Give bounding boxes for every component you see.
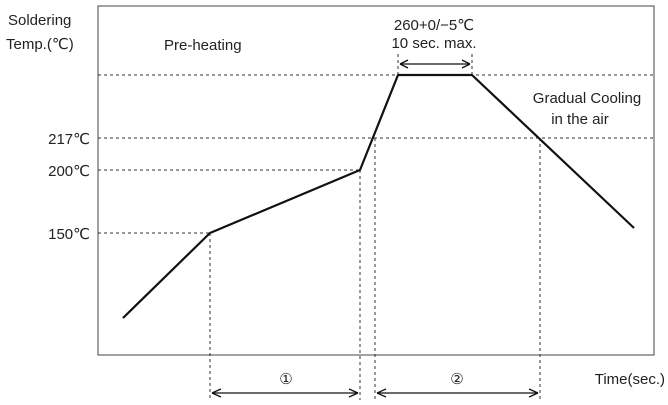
preheating-label: Pre-heating bbox=[164, 37, 242, 54]
plot-frame bbox=[97, 5, 655, 356]
interval-1-arrow-heads bbox=[211, 388, 359, 398]
interval-2-label: ② bbox=[450, 371, 463, 388]
x-axis-label: Time(sec.) bbox=[595, 371, 665, 388]
y-axis-label-line1: Soldering bbox=[8, 12, 71, 29]
interval-2-arrow-heads bbox=[376, 388, 539, 398]
peak-temp-label: 260+0/−5℃ bbox=[394, 17, 474, 34]
y-axis-label-line2: Temp.(℃) bbox=[6, 36, 74, 53]
temp-label-200: 200℃ bbox=[48, 163, 90, 180]
cooling-label-line2: in the air bbox=[551, 111, 609, 128]
peak-duration-label: 10 sec. max. bbox=[391, 35, 476, 52]
temp-label-150: 150℃ bbox=[48, 226, 90, 243]
cooling-label-line1: Gradual Cooling bbox=[533, 90, 641, 107]
interval-1-label: ① bbox=[279, 371, 292, 388]
temp-label-217: 217℃ bbox=[48, 131, 90, 148]
profile-curve bbox=[122, 73, 635, 319]
peak-arrow-heads bbox=[399, 59, 471, 69]
